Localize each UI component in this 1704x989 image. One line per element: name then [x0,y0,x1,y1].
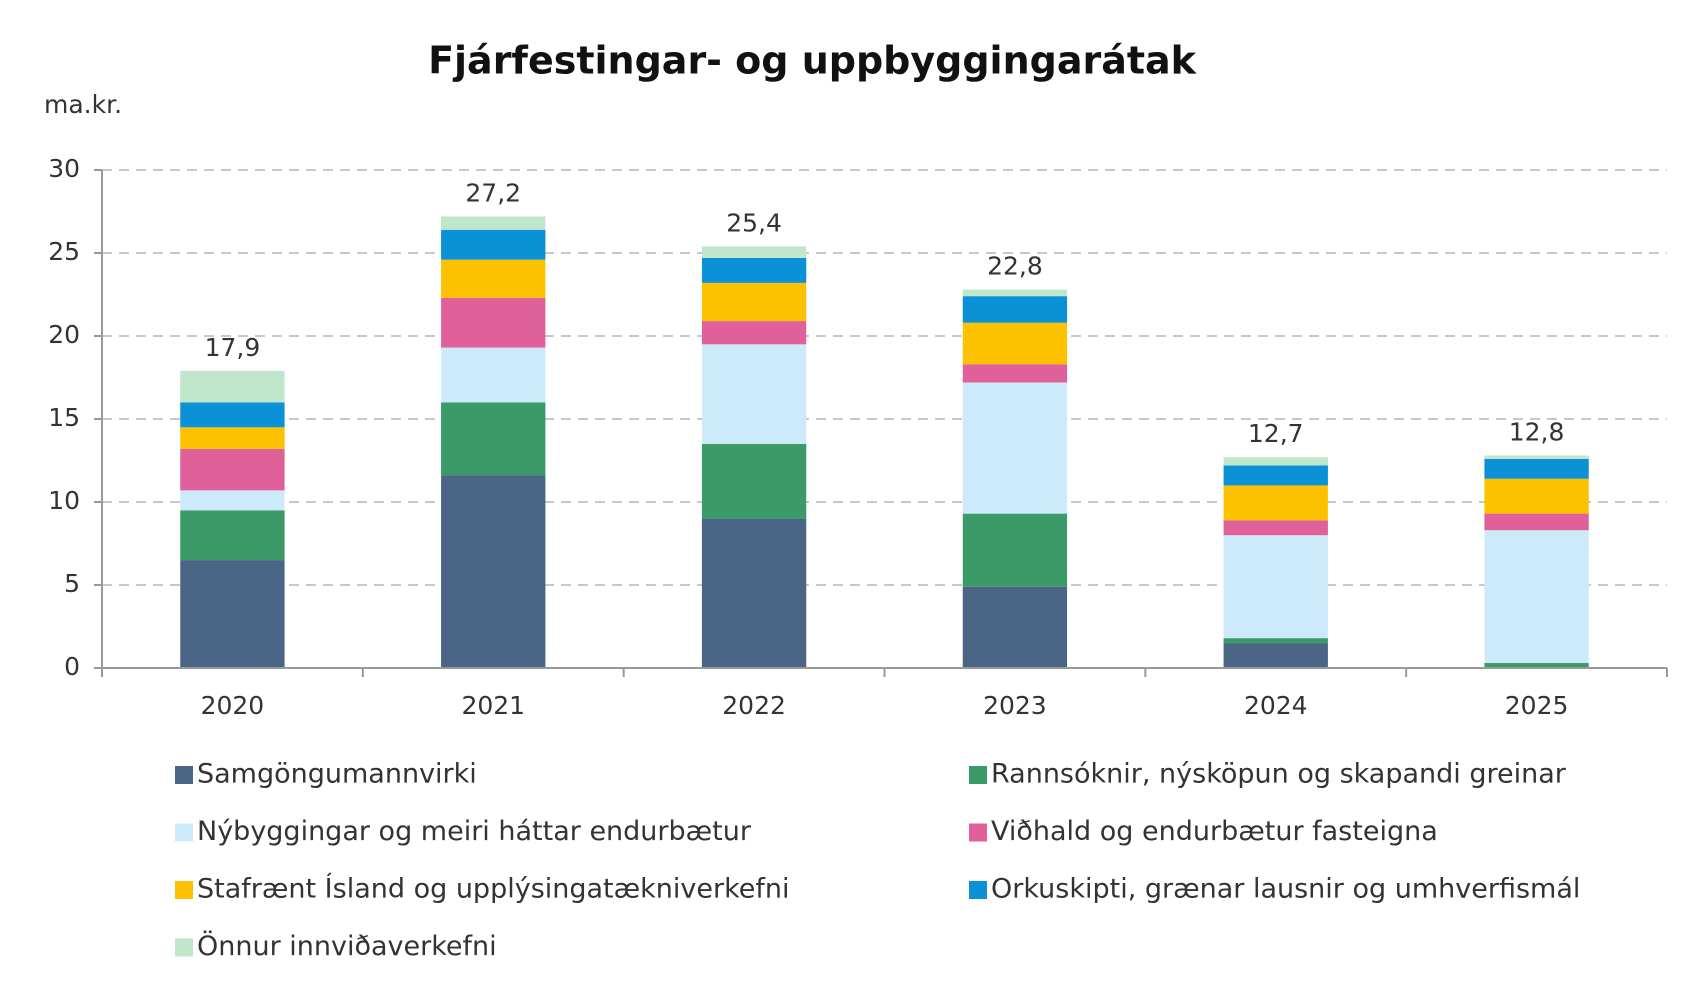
bar-segment [1223,638,1328,644]
bar-segment [1223,485,1328,521]
bar-segment [180,402,285,428]
y-tick-label: 0 [64,652,80,681]
y-axis-label: ma.kr. [44,90,122,119]
bar-segment [441,347,546,403]
bar-segment [1484,513,1589,531]
bar-segment [180,560,285,668]
bar-segment [441,216,546,230]
legend-swatch [175,766,193,784]
bar-segment [1223,535,1328,639]
bar-segment [962,513,1068,587]
bar-segment [180,448,285,491]
total-label: 12,7 [1248,419,1304,448]
bar-segment [962,382,1068,514]
legend-label: Orkuskipti, grænar lausnir og umhverfism… [991,874,1580,905]
x-tick-label: 2022 [722,691,786,720]
total-label: 17,9 [205,333,261,362]
bar-segment [1223,465,1328,486]
bar-segment [962,586,1068,668]
bar-segment [701,257,807,283]
bar-segment [962,296,1068,323]
legend-label: Rannsóknir, nýsköpun og skapandi greinar [991,759,1567,790]
bar-segment [180,370,285,403]
bar-segment [441,229,546,260]
y-tick-label: 10 [48,486,80,515]
bar-segment [441,475,546,668]
bar-segment [180,427,285,449]
x-tick-label: 2021 [461,691,525,720]
chart-title: Fjárfestingar- og uppbyggingarátak [428,39,1197,83]
bar-segment [441,259,546,298]
y-tick-label: 20 [48,320,80,349]
legend-label: Viðhald og endurbætur fasteigna [991,816,1438,847]
bar-segment [1223,457,1328,466]
bar-segment [701,321,807,345]
x-tick-label: 2024 [1244,691,1308,720]
bar-segment [1223,643,1328,668]
bar-segment [701,344,807,444]
total-label: 12,8 [1509,418,1565,447]
bar-segment [701,246,807,258]
x-tick-label: 2020 [201,691,265,720]
legend-label: Stafrænt Ísland og upplýsingatækniverkef… [197,873,790,905]
y-tick-label: 15 [48,403,80,432]
bar-segment [1484,455,1589,459]
legend-swatch [175,881,193,899]
bar-segment [962,289,1068,297]
legend-label: Nýbyggingar og meiri háttar endurbætur [197,816,752,847]
legend-swatch [175,938,193,957]
bar-segment [1484,458,1589,479]
bar-segment [1223,520,1328,536]
bar-segment [180,510,285,561]
total-label: 25,4 [726,208,782,237]
bar-segment [441,297,546,348]
bar-segment [962,322,1068,365]
bar-segment [1484,663,1589,668]
bar-segment [701,282,807,322]
legend-swatch [969,823,987,842]
bar-segment [701,518,807,668]
legend-label: Samgöngumannvirki [197,759,477,790]
total-label: 27,2 [465,178,521,207]
bar-segment [441,402,546,476]
legend-swatch [175,823,193,842]
legend-label: Önnur innviðaverkefni [197,930,497,962]
legend-swatch [969,766,987,784]
bar-segment [701,443,807,519]
legend-swatch [969,881,987,899]
total-label: 22,8 [987,252,1043,281]
y-tick-label: 5 [64,569,80,598]
bar-segment [962,364,1068,383]
x-tick-label: 2025 [1505,691,1569,720]
bar-segment [1484,478,1589,514]
bar-segment [1484,530,1589,664]
y-tick-label: 30 [48,154,80,183]
y-tick-label: 25 [48,237,80,266]
x-tick-label: 2023 [983,691,1047,720]
bar-segment [180,490,285,511]
